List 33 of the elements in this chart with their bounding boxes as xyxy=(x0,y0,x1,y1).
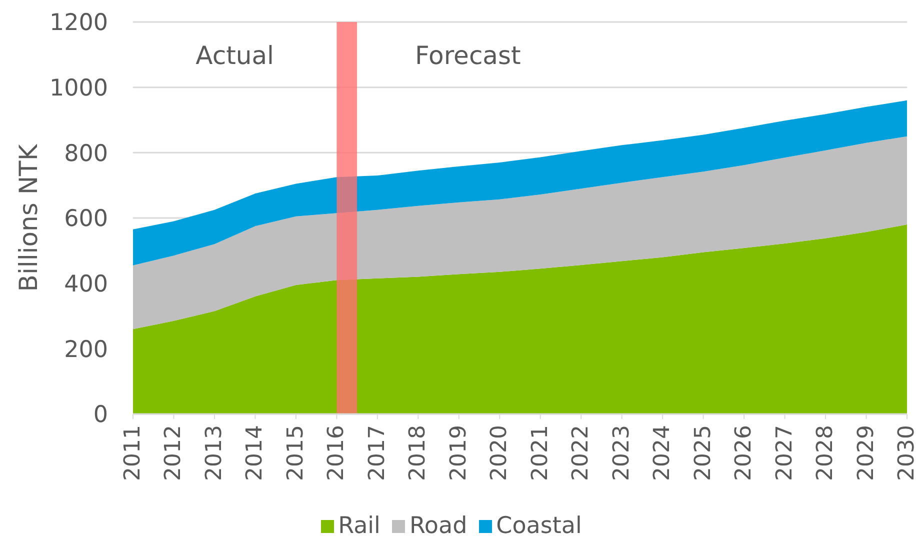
legend-label: Coastal xyxy=(496,513,582,539)
x-tick-label: 2012 xyxy=(161,425,186,481)
x-tick-label: 2015 xyxy=(283,425,308,481)
x-tick-label: 2028 xyxy=(813,425,838,481)
x-tick-label: 2023 xyxy=(609,425,634,481)
x-tick-label: 2020 xyxy=(487,425,512,481)
x-tick-label: 2027 xyxy=(772,425,798,481)
legend-label: Rail xyxy=(338,513,380,539)
x-tick-label: 2018 xyxy=(406,425,431,481)
x-tick-label: 2026 xyxy=(732,425,757,481)
y-tick-label: 200 xyxy=(64,336,108,363)
annotation: Forecast xyxy=(415,41,521,70)
x-tick-label: 2016 xyxy=(324,425,350,481)
x-tick-label: 2029 xyxy=(854,425,879,481)
y-tick-label: 400 xyxy=(64,272,108,298)
x-tick-label: 2011 xyxy=(120,425,146,481)
x-tick-label: 2014 xyxy=(242,425,268,481)
x-tick-label: 2025 xyxy=(690,425,716,481)
y-tick-label: 800 xyxy=(64,140,108,167)
y-axis-title: Billions NTK xyxy=(14,144,43,292)
x-tick-label: 2017 xyxy=(364,425,390,481)
x-tick-label: 2019 xyxy=(446,425,472,481)
x-tick-label: 2021 xyxy=(528,425,553,481)
x-tick-label: 2013 xyxy=(202,425,227,481)
y-tick-label: 0 xyxy=(93,402,108,428)
annotation: Actual xyxy=(196,41,274,70)
x-tick-label: 2022 xyxy=(568,425,594,481)
y-tick-label: 1000 xyxy=(49,76,108,102)
x-tick-label: 2030 xyxy=(894,425,918,481)
y-tick-label: 600 xyxy=(64,206,108,232)
legend-label: Road xyxy=(409,513,468,539)
x-tick-label: 2024 xyxy=(650,425,676,481)
y-tick-label: 1200 xyxy=(49,10,108,36)
